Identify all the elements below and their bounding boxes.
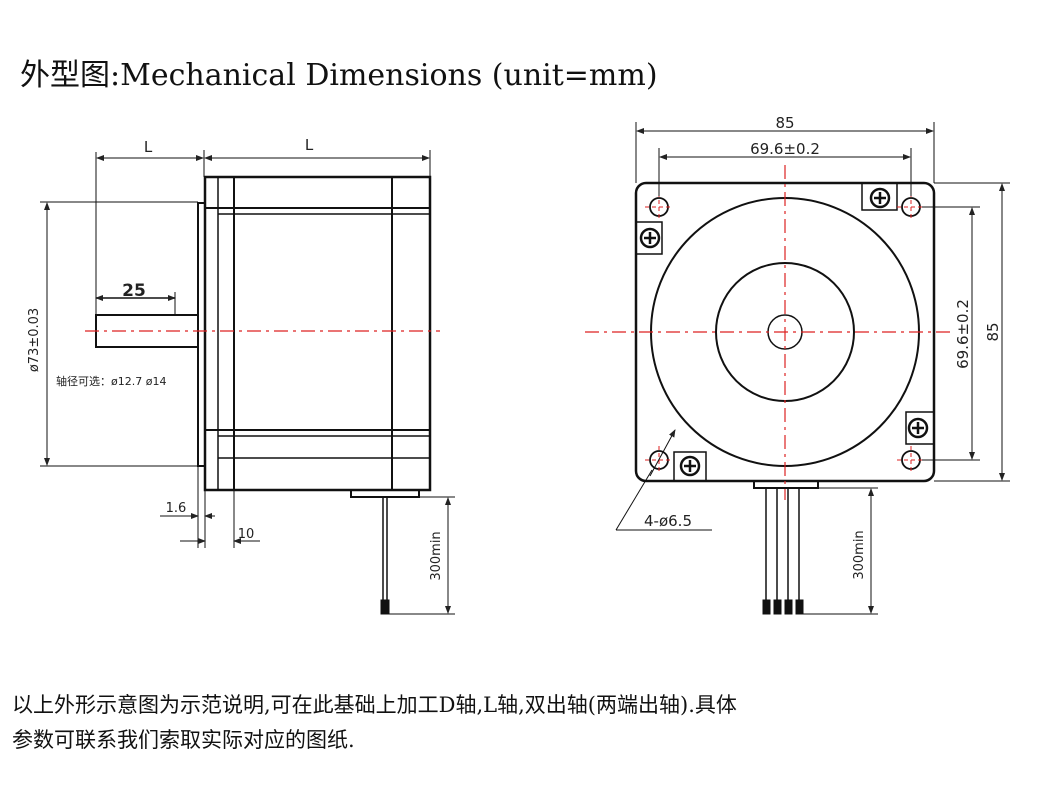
title-zh: 外型图: [20, 58, 110, 93]
dim-length-left: L: [144, 138, 153, 156]
dim-flange-thickness: 1.6: [166, 501, 187, 516]
motor-body: [203, 175, 432, 492]
dim-hole-spacing-v: 69.6±0.2: [954, 299, 972, 369]
screw: [869, 187, 891, 209]
note-line-2: 参数可联系我们索取实际对应的图纸.: [12, 728, 355, 752]
dim-mount-holes: 4-ø6.5: [644, 512, 692, 530]
side-view: [40, 150, 455, 615]
dim-width: 85: [775, 114, 794, 132]
shaft-options-note: 轴径可选：ø12.7 ø14: [56, 374, 166, 388]
dim-height: 85: [984, 322, 1002, 341]
screw: [639, 227, 661, 249]
screw: [679, 455, 701, 477]
dim-hole-spacing-h: 69.6±0.2: [750, 140, 820, 158]
dim-lead-length-side: 300min: [429, 531, 444, 580]
drawing-title: 外型图:Mechanical Dimensions (unit=mm): [20, 50, 658, 94]
front-view: [585, 122, 1010, 615]
wire-end: [380, 599, 390, 615]
dim-lead-length-front: 300min: [852, 530, 867, 579]
dim-length-right: L: [305, 136, 314, 154]
front-lead-exit: [753, 480, 819, 489]
screw: [907, 417, 929, 439]
dim-shaft-length: 25: [122, 281, 146, 301]
title-separator: :: [110, 58, 121, 93]
note-line-1: 以上外形示意图为示范说明,可在此基础上加工D轴,L轴,双出轴(两端出轴).具体: [12, 693, 737, 717]
dim-boss-length: 10: [238, 527, 255, 542]
drawing-note: 以上外形示意图为示范说明,可在此基础上加工D轴,L轴,双出轴(两端出轴).具体 …: [12, 688, 972, 758]
dim-diameter: ø73±0.03: [27, 308, 42, 372]
title-en: Mechanical Dimensions (unit=mm): [120, 58, 658, 93]
lead-exit: [350, 489, 420, 498]
